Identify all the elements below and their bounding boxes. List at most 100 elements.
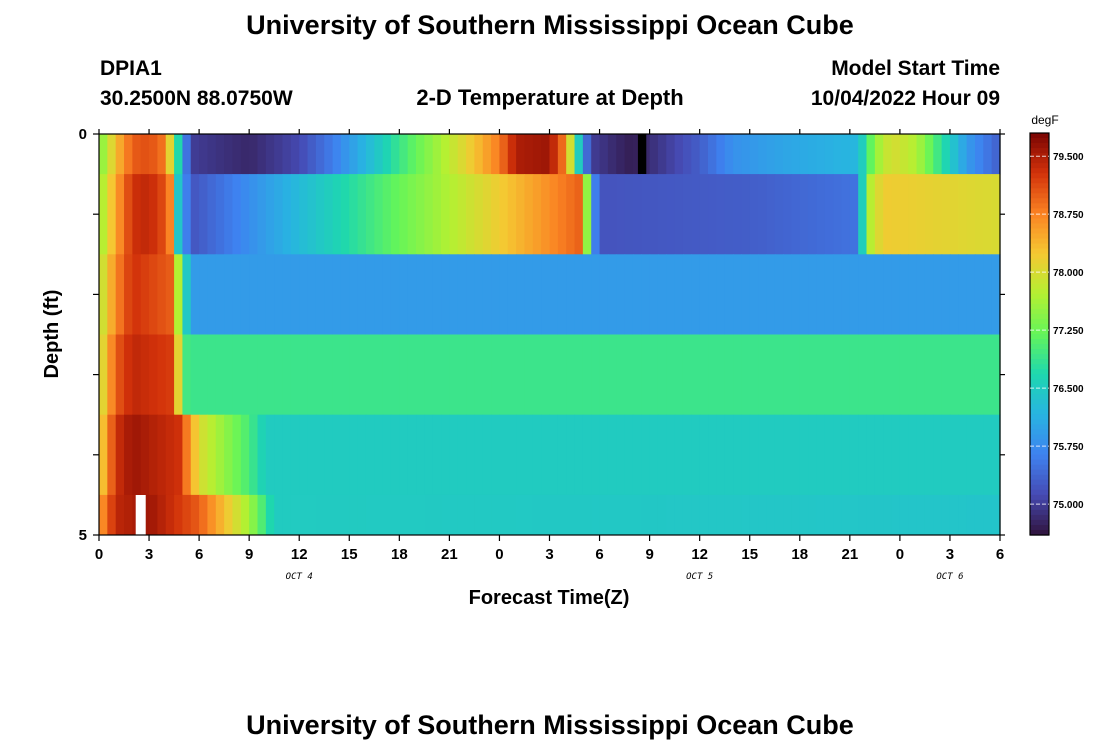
heatmap-cell <box>115 494 125 536</box>
colorbar-segment <box>1030 384 1049 390</box>
heatmap-cell <box>924 494 934 536</box>
heatmap-cell <box>724 334 734 416</box>
heatmap-cell <box>649 414 659 496</box>
heatmap-cell <box>883 334 893 416</box>
heatmap-cell <box>908 134 918 175</box>
station-coords: 30.2500N 88.0750W <box>100 87 293 110</box>
heatmap-cell <box>357 174 367 255</box>
heatmap-cell <box>157 254 167 335</box>
heatmap-cell <box>190 414 200 496</box>
heatmap-cell <box>582 174 592 255</box>
heatmap-cell <box>699 494 709 536</box>
heatmap-cell <box>107 494 117 536</box>
heatmap-cell <box>749 414 759 496</box>
heatmap-cell <box>365 254 375 335</box>
x-tick-label: 9 <box>245 546 253 563</box>
heatmap-cell <box>766 494 776 536</box>
heatmap-cell <box>441 174 450 255</box>
heatmap-cell <box>582 414 592 496</box>
colorbar-segment <box>1030 464 1049 471</box>
heatmap-cell <box>107 134 117 175</box>
heatmap-cell <box>816 174 826 255</box>
heatmap-cell <box>299 334 309 416</box>
colorbar-segment <box>1030 148 1049 154</box>
heatmap-cell <box>766 414 776 496</box>
heatmap-cell <box>749 494 759 536</box>
heatmap-cell <box>816 494 826 536</box>
y-tick-label: 5 <box>79 527 87 544</box>
heatmap-cell <box>783 494 793 536</box>
heatmap-cell <box>858 134 868 175</box>
heatmap-cell <box>808 414 818 496</box>
heatmap-cell <box>791 254 801 335</box>
heatmap-cell <box>974 334 984 416</box>
heatmap-cell <box>174 254 184 335</box>
heatmap-cell <box>641 414 651 496</box>
heatmap-cell <box>632 494 642 536</box>
heatmap-cell <box>549 414 559 496</box>
heatmap-cell <box>340 334 350 416</box>
heatmap-cell <box>324 494 334 536</box>
heatmap-cell <box>124 134 133 175</box>
colorbar-segment <box>1030 429 1049 436</box>
heatmap-cell <box>299 254 309 335</box>
heatmap-cell <box>833 334 843 416</box>
heatmap-cell <box>783 334 793 416</box>
heatmap-cell <box>449 334 459 416</box>
heatmap-cell <box>958 254 968 335</box>
heatmap-cell <box>449 414 459 496</box>
heatmap-cell <box>816 134 826 175</box>
colorbar-segment <box>1030 323 1049 330</box>
model-start-time: 10/04/2022 Hour 09 <box>810 87 1000 110</box>
heatmap-cell <box>858 174 868 255</box>
heatmap-cell <box>332 134 342 175</box>
heatmap-cell <box>916 254 926 335</box>
heatmap-cell <box>157 134 167 175</box>
heatmap-cell <box>257 414 267 496</box>
heatmap-cell <box>682 254 692 335</box>
heatmap-cell <box>991 174 1001 255</box>
heatmap-cell <box>616 414 626 496</box>
heatmap-cell <box>641 334 651 416</box>
colorbar-segment <box>1030 223 1049 230</box>
heatmap-cell <box>582 494 592 536</box>
heatmap-cell <box>624 254 634 335</box>
x-tick-label: 3 <box>946 546 954 563</box>
heatmap-cell <box>215 254 225 335</box>
heatmap-cell <box>257 134 267 175</box>
heatmap-cell <box>507 334 517 416</box>
heatmap-cell <box>883 494 893 536</box>
heatmap-cell <box>416 334 425 416</box>
heatmap-cell <box>833 134 843 175</box>
heatmap-cell <box>783 414 793 496</box>
heatmap-cell <box>983 494 993 536</box>
heatmap-cell <box>315 174 325 255</box>
heatmap-cell <box>933 134 943 175</box>
heatmap-cell <box>883 414 893 496</box>
colorbar-segment <box>1030 374 1049 380</box>
heatmap-cell <box>524 334 534 416</box>
heatmap-cell <box>232 494 242 536</box>
heatmap-cell <box>374 134 384 175</box>
heatmap-cell <box>557 334 567 416</box>
heatmap-cell <box>299 174 309 255</box>
heatmap-cell <box>591 414 601 496</box>
heatmap-cell <box>874 254 884 335</box>
heatmap-cell <box>866 134 876 175</box>
heatmap-cell <box>332 334 342 416</box>
heatmap-cell <box>199 494 209 536</box>
colorbar-segment <box>1030 193 1049 199</box>
heatmap-cell <box>249 334 259 416</box>
heatmap-cell <box>541 414 551 496</box>
colorbar-segment <box>1030 293 1049 300</box>
heatmap-cell <box>824 334 834 416</box>
heatmap-cell <box>115 134 125 175</box>
heatmap-cell <box>949 494 959 536</box>
heatmap-cell <box>758 494 767 536</box>
heatmap-cell <box>741 494 751 536</box>
heatmap-cell <box>416 174 425 255</box>
heatmap-cell <box>365 334 375 416</box>
heatmap-cell <box>866 334 876 416</box>
heatmap-cell <box>941 334 951 416</box>
colorbar-segment <box>1030 243 1049 250</box>
